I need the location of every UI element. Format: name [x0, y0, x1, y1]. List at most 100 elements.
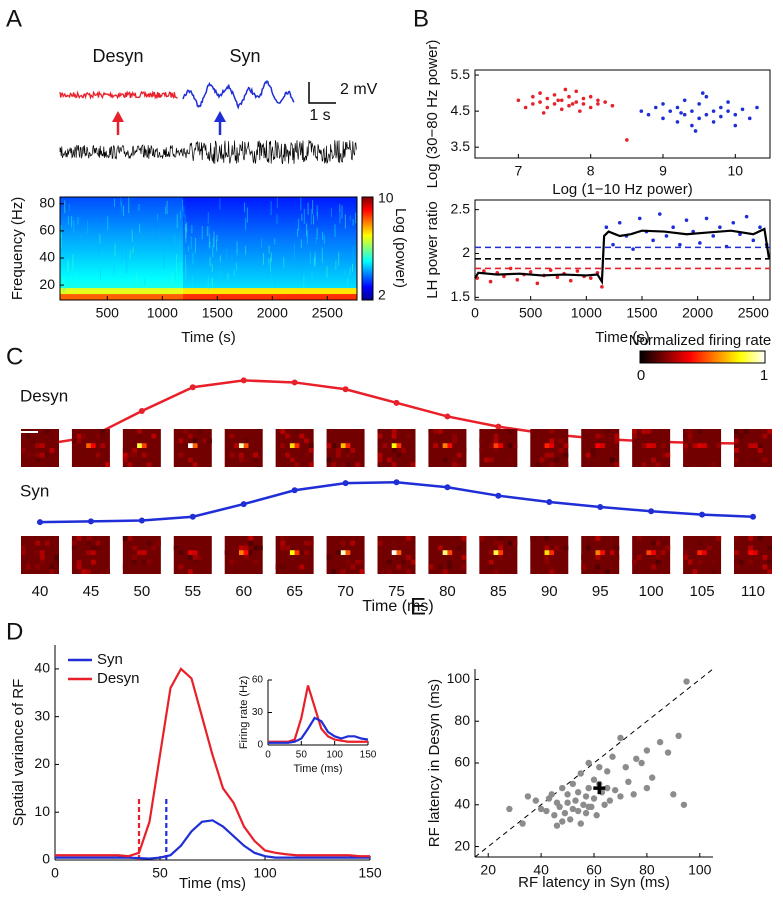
rf-noise — [549, 564, 555, 570]
spectrogram-band — [60, 272, 183, 275]
latency-point — [625, 778, 632, 785]
ratio-point — [588, 276, 593, 280]
spectrogram-texture — [194, 237, 196, 254]
x-tick-label: 20 — [480, 862, 496, 878]
series-line — [474, 227, 770, 286]
spectrogram-band — [183, 284, 357, 287]
y-tick-label: 0 — [257, 740, 263, 751]
trace-label: Desyn — [92, 46, 143, 66]
rf-noise — [76, 536, 82, 541]
spectrogram-band — [183, 288, 357, 291]
rf-neighbor — [345, 550, 351, 555]
spectrogram-texture — [312, 200, 314, 215]
spectrogram-texture — [68, 203, 70, 211]
spectrogram-band — [60, 296, 183, 299]
rf-peak — [238, 550, 244, 555]
rf-noise — [178, 564, 184, 570]
rf-noise — [595, 564, 601, 570]
rf-noise — [609, 438, 615, 444]
rf-noise — [280, 540, 286, 546]
rf-neighbor — [90, 550, 96, 555]
y-tick-label: 4.5 — [451, 102, 471, 118]
rf-noise — [71, 540, 77, 546]
ratio-point — [515, 278, 520, 282]
y-tick-label: 2 — [462, 244, 470, 260]
scatter-point — [675, 120, 680, 124]
rf-noise — [21, 457, 26, 463]
spectrogram-texture — [270, 273, 272, 284]
x-tick-label: 1500 — [202, 305, 233, 321]
latency-point — [543, 807, 550, 815]
scatter-point — [567, 94, 571, 99]
rf-noise — [280, 429, 286, 434]
rf-peak — [137, 550, 142, 555]
rate-point — [37, 519, 43, 526]
rf-noise — [692, 443, 698, 448]
scatter-point — [646, 112, 651, 117]
rf-noise — [488, 457, 494, 463]
y-tick-label: 2.5 — [451, 200, 471, 216]
spectrogram-texture — [270, 201, 272, 216]
spectrogram-texture — [311, 270, 313, 286]
rf-noise — [100, 443, 106, 448]
x-tick-label: 2500 — [738, 305, 769, 321]
spectrogram-texture — [151, 229, 153, 238]
scatter-point — [726, 100, 730, 104]
latency-point — [683, 678, 690, 685]
spectrogram-texture — [166, 200, 168, 215]
rf-noise — [122, 564, 128, 570]
scatter-point — [690, 123, 694, 128]
x-tick-label: 50 — [152, 865, 168, 881]
rf-peak — [493, 550, 499, 555]
rf-noise — [734, 429, 739, 434]
panel-label: B — [413, 5, 429, 32]
spectrogram-texture — [66, 260, 68, 273]
ratio-point — [508, 266, 513, 271]
rate-point — [240, 377, 247, 384]
rf-noise — [49, 569, 55, 574]
rf-noise — [336, 452, 341, 458]
rf-neighbor — [141, 443, 147, 448]
ratio-point — [548, 268, 553, 272]
spectrogram-band — [183, 220, 357, 224]
spectrogram-band — [60, 264, 183, 267]
latency-point — [604, 784, 611, 792]
spectrogram-texture — [157, 213, 159, 220]
rf-noise — [86, 540, 91, 546]
rate-point — [546, 499, 553, 505]
latency-point — [609, 753, 616, 760]
scatter-point — [570, 102, 575, 106]
rf-noise — [280, 564, 286, 570]
rf-noise — [345, 462, 351, 467]
x-tick-label: 1000 — [571, 305, 602, 321]
y-axis-label: LH power ratio — [424, 201, 441, 299]
spectrogram-band — [183, 252, 357, 255]
rf-peak — [544, 443, 550, 448]
latency-point — [656, 738, 664, 746]
spectrogram-band — [60, 222, 183, 226]
spectrogram-texture — [211, 264, 213, 272]
spectrogram-band — [183, 246, 357, 249]
rf-noise — [188, 433, 193, 439]
spectrogram-texture — [270, 252, 272, 262]
rf-noise — [734, 438, 739, 444]
rf-neighbor — [40, 550, 45, 555]
rf-noise — [609, 457, 615, 463]
rf-peak — [289, 443, 295, 448]
rf-noise — [581, 564, 586, 570]
rf-peak — [340, 550, 346, 555]
legend-label: Syn — [97, 651, 123, 668]
rf-peak — [493, 443, 499, 448]
spectrogram-texture — [235, 262, 237, 271]
rf-noise — [105, 462, 110, 467]
spectrogram-band — [60, 212, 183, 216]
rf-noise — [76, 438, 82, 444]
colorbar — [361, 196, 374, 301]
rate-point — [444, 413, 451, 420]
spectrogram-band — [60, 266, 183, 269]
scale-bar — [308, 82, 336, 104]
ratio-point — [575, 269, 580, 273]
scatter-point — [668, 109, 673, 113]
rf-noise — [507, 457, 513, 463]
rf-noise — [456, 452, 462, 458]
